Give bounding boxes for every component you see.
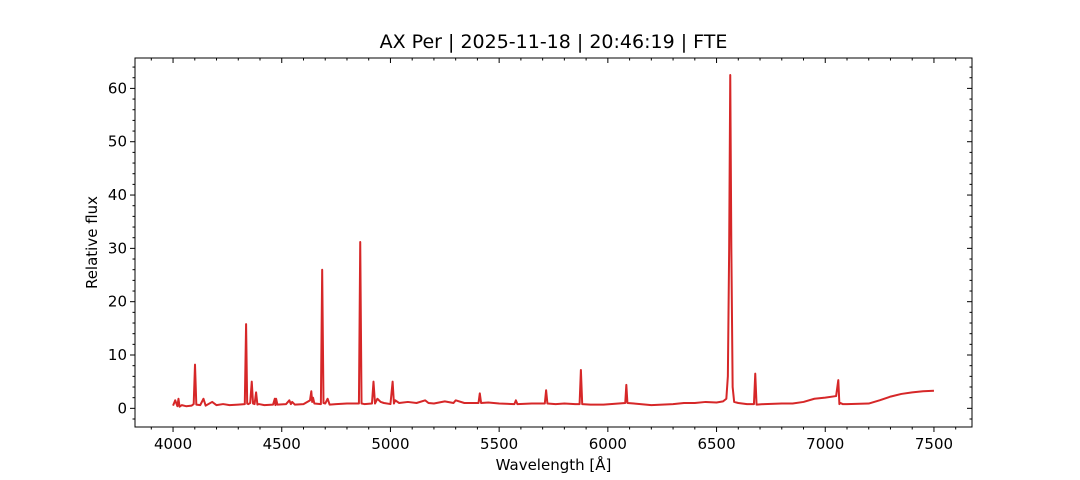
y-tick-label: 60 [108,79,127,97]
y-tick-label: 0 [117,399,127,417]
x-tick-label: 6000 [589,435,627,453]
y-axis-label: Relative flux [83,196,101,289]
y-tick-label: 10 [108,346,127,364]
x-tick-label: 6500 [697,435,735,453]
x-tick-label: 5000 [371,435,409,453]
x-tick-label: 5500 [480,435,518,453]
plot-frame [134,57,973,428]
y-tick-label: 50 [108,133,127,151]
x-axis-label: Wavelength [Å] [496,455,612,474]
y-tick-label: 40 [108,186,127,204]
spectrum-line [172,74,934,408]
y-axis: 0 10 20 30 40 50 60 [108,66,972,420]
y-tick-label: 30 [108,239,127,257]
x-axis: 4000 4500 5000 5500 6000 6500 7000 7500 [150,58,957,453]
x-tick-label: 4000 [154,435,192,453]
y-tick-label: 20 [108,293,127,311]
x-tick-label: 7000 [806,435,844,453]
x-tick-label: 4500 [263,435,301,453]
chart-title: AX Per | 2025-11-18 | 20:46:19 | FTE [380,31,728,53]
x-tick-label: 7500 [915,435,953,453]
